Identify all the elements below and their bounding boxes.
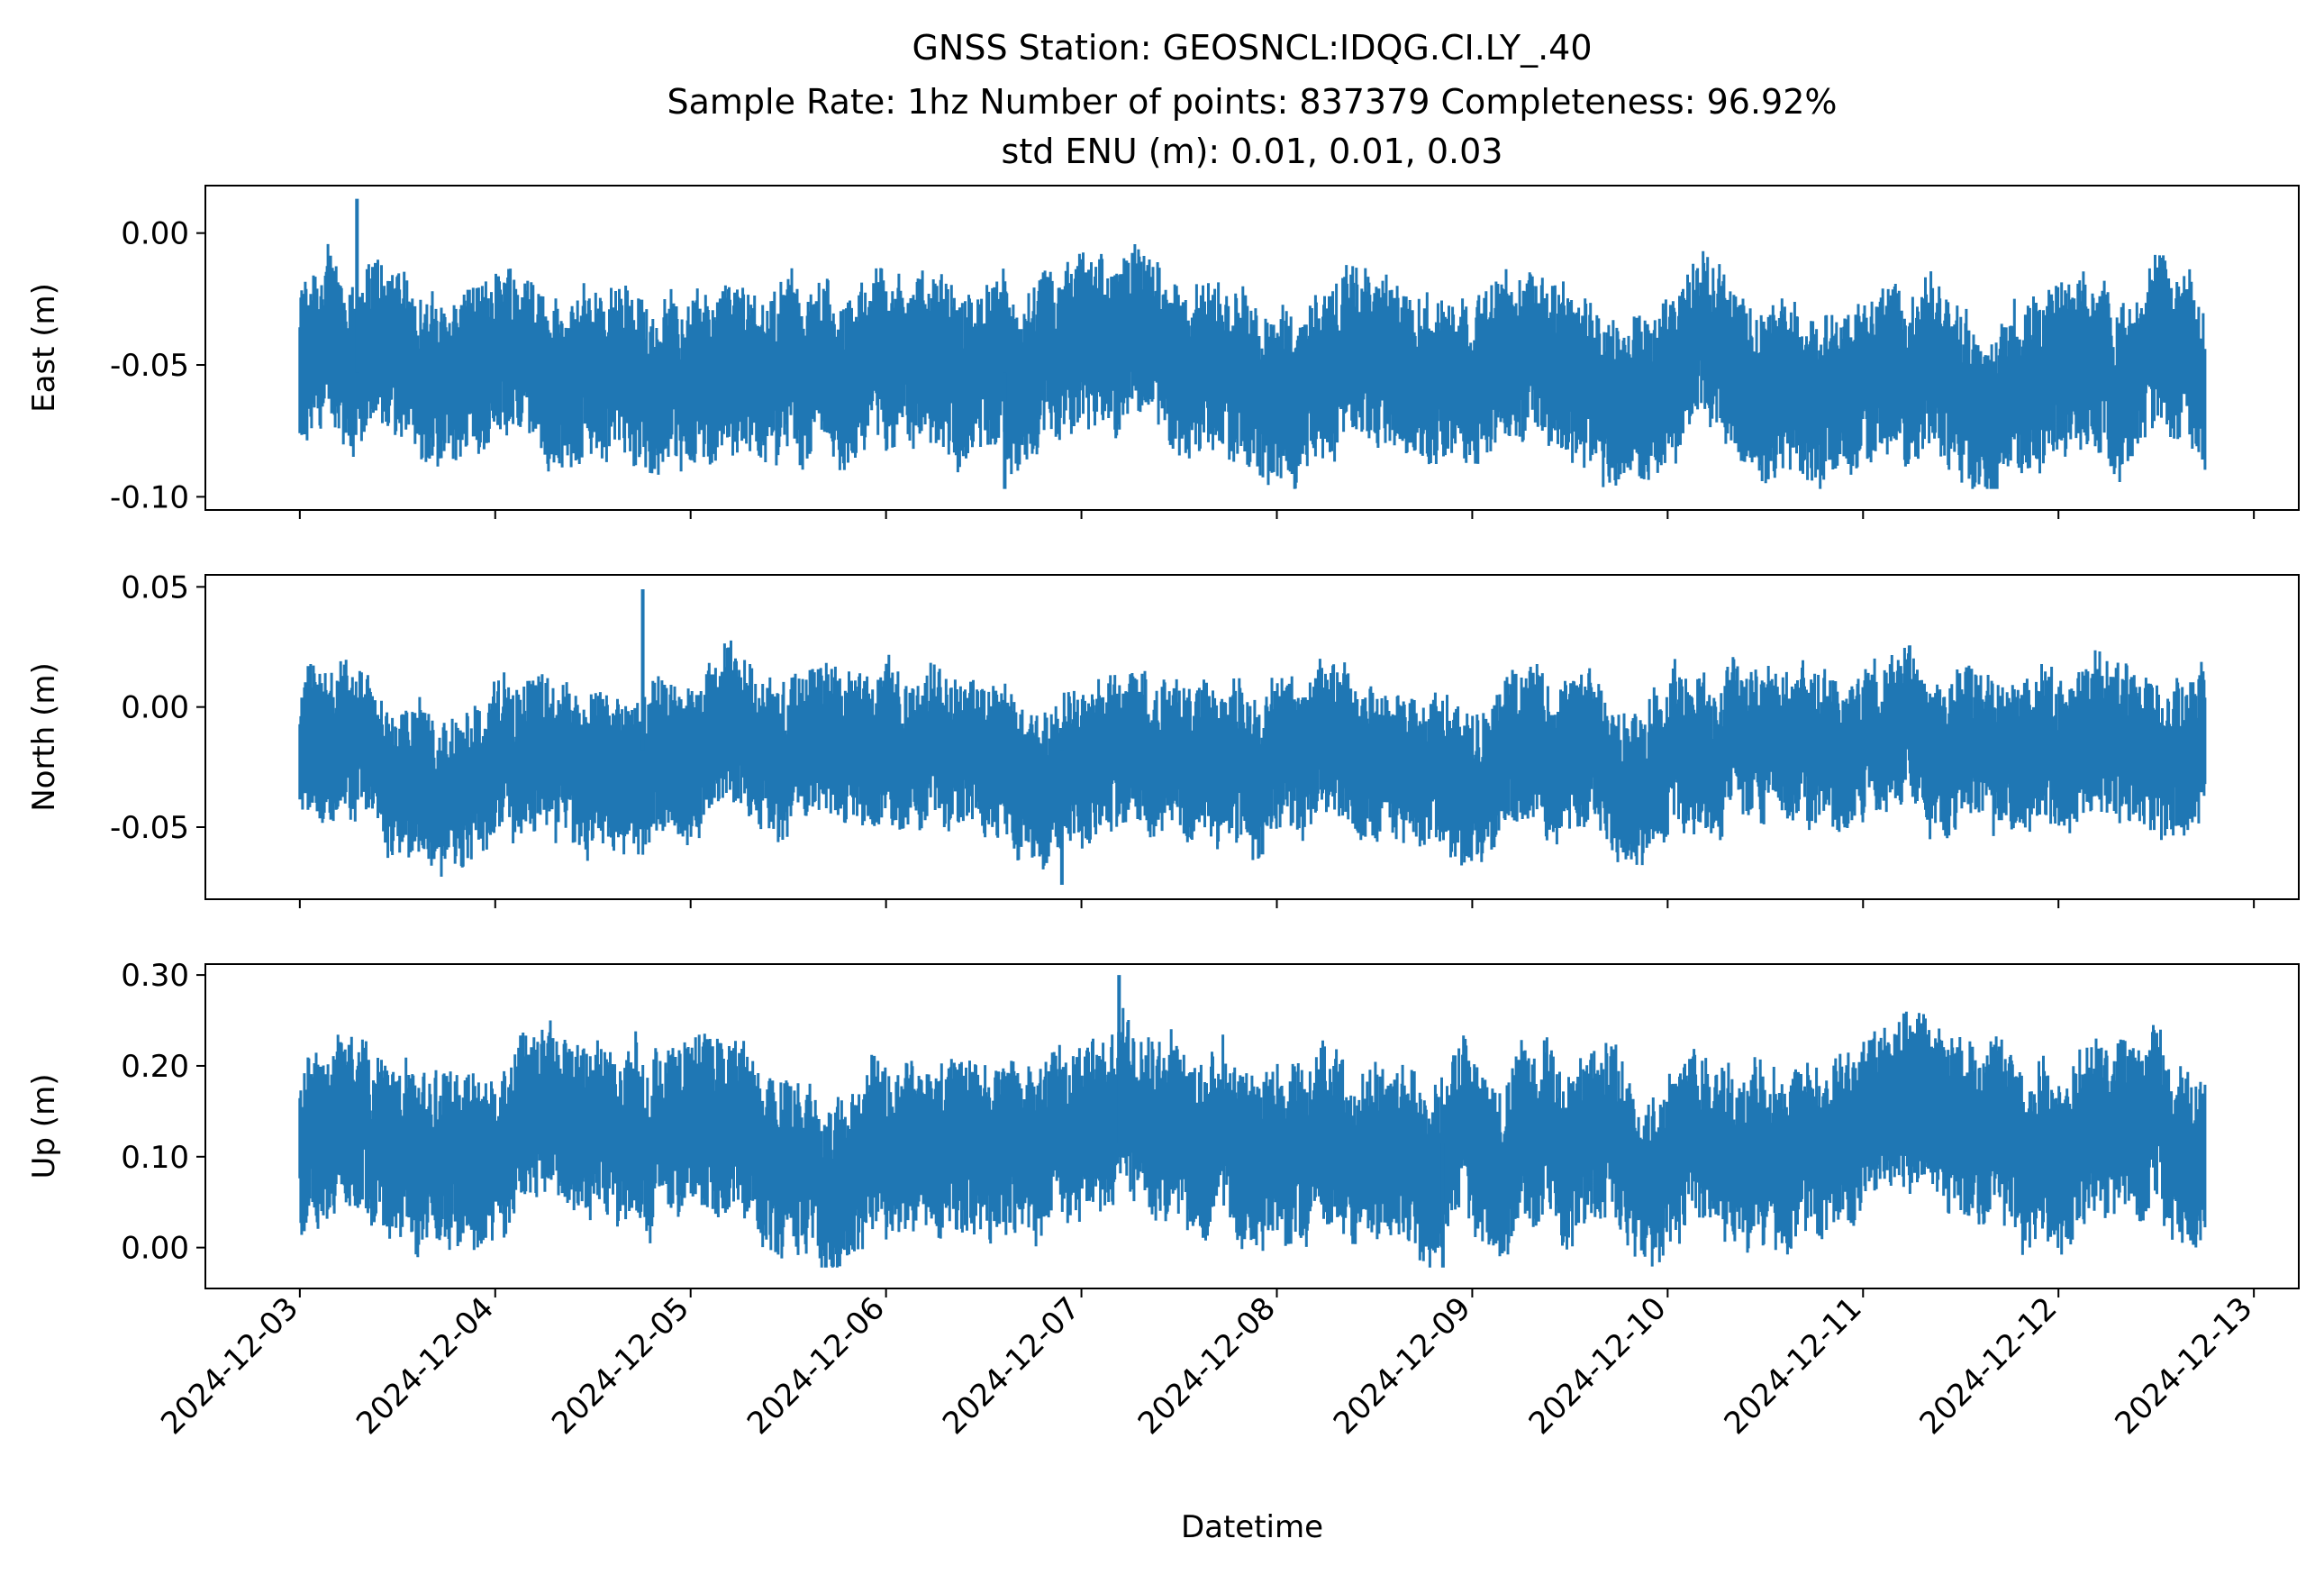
y-axis-label: East (m) xyxy=(26,283,62,413)
y-tick-label: 0.05 xyxy=(121,569,189,605)
axes-frame xyxy=(204,963,2300,1289)
up-subplot: 0.00 0.10 0.20 0.30 Up (m) xyxy=(26,958,2300,1297)
chart-title-line-3: std ENU (m): 0.01, 0.01, 0.03 xyxy=(1002,132,1503,171)
y-tick-label: 0.00 xyxy=(121,690,189,726)
y-tick-label: -0.05 xyxy=(110,348,189,384)
chart-title-line-1: GNSS Station: GEOSNCL:IDQG.CI.LY_.40 xyxy=(912,28,1592,68)
axes-frame xyxy=(204,574,2300,900)
axes-frame xyxy=(204,185,2300,511)
series-north-envelope xyxy=(298,640,2207,877)
north-subplot: -0.05 0.00 0.05 North (m) xyxy=(26,569,2300,908)
y-axis-label: North (m) xyxy=(26,662,62,812)
y-tick-label: -0.05 xyxy=(110,810,189,846)
series-up-envelope xyxy=(298,1007,2207,1268)
x-axis-label: Datetime xyxy=(1181,1509,1323,1545)
east-subplot: -0.10 -0.05 0.00 East (m) xyxy=(26,185,2300,519)
y-tick-label: 0.20 xyxy=(121,1049,189,1085)
chart-title-line-2: Sample Rate: 1hz Number of points: 83737… xyxy=(667,82,1838,122)
y-tick-label: 0.00 xyxy=(121,1231,189,1267)
y-tick-label: 0.00 xyxy=(121,216,189,252)
y-tick-label: 0.30 xyxy=(121,958,189,994)
series-east-envelope xyxy=(298,243,2207,489)
y-axis-label: Up (m) xyxy=(26,1074,62,1179)
y-tick-label: -0.10 xyxy=(110,479,189,515)
y-tick-label: 0.10 xyxy=(121,1140,189,1176)
